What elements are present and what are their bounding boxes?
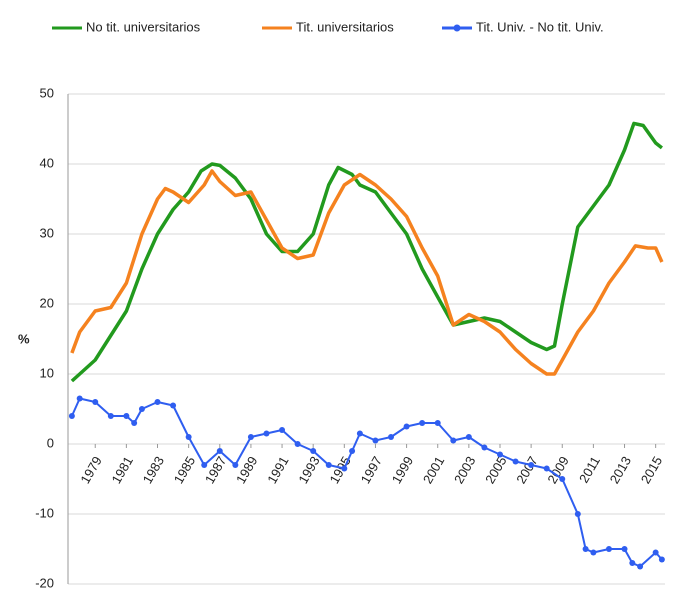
y-axis-label: % [18,331,30,346]
series-marker [107,413,114,419]
x-tick-label: 1997 [358,454,385,487]
series-marker [403,423,410,430]
series-line [70,121,663,383]
y-tick-label: 30 [40,225,54,240]
series-marker [138,406,145,412]
series-marker [629,560,636,566]
legend-label: No tit. universitarios [86,19,201,34]
y-tick-label: -20 [35,575,54,590]
series-marker [419,420,426,426]
series-marker [232,462,239,468]
series-marker [559,476,566,482]
series-marker [356,430,363,437]
series-marker [481,444,488,451]
series-marker [590,549,597,556]
y-tick-label: -10 [35,505,54,520]
series-marker [263,430,270,437]
series-marker [341,465,348,472]
series-marker [621,546,628,552]
x-tick-label: 2001 [420,454,447,487]
y-tick-label: 40 [40,155,54,170]
series-marker [658,556,665,563]
y-tick-label: 20 [40,295,54,310]
x-tick-label: 2003 [451,454,478,487]
x-tick-label: 2005 [482,454,509,487]
legend-label: Tit. Univ. - No tit. Univ. [476,19,604,34]
x-tick-label: 1993 [295,454,322,487]
series-marker [68,413,75,419]
series-marker [279,427,286,433]
series-marker [185,434,192,440]
series-line [70,169,664,376]
series-marker [465,434,472,440]
series-marker [637,563,644,570]
legend-marker [453,24,461,32]
series-marker [170,402,177,409]
series-marker [512,458,519,465]
series-marker [434,420,441,426]
series-marker [450,437,457,444]
x-tick-label: 1985 [171,454,198,487]
series-marker [496,451,503,458]
x-tick-label: 1991 [264,454,291,487]
x-tick-label: 2015 [638,454,665,487]
series-marker [216,448,223,454]
x-tick-label: 1989 [233,454,260,487]
series-marker [543,465,550,472]
series-marker [310,448,317,454]
x-tick-label: 2013 [607,454,634,487]
x-tick-label: 1987 [202,454,229,487]
legend-label: Tit. universitarios [296,19,394,34]
y-tick-label: 50 [40,85,54,100]
series-marker [349,448,356,454]
series-marker [154,399,161,405]
x-tick-label: 1999 [389,454,416,487]
series-marker [582,546,589,552]
series-marker [652,549,659,556]
series-marker [372,437,379,444]
y-tick-label: 0 [47,435,54,450]
y-tick-label: 10 [40,365,54,380]
x-tick-label: 2007 [513,454,540,487]
series-marker [325,462,332,468]
series-marker [92,399,99,405]
series-marker [76,395,83,402]
x-tick-label: 1979 [77,454,104,487]
series-marker [201,462,208,468]
series-marker [388,434,395,440]
series-marker [131,420,138,426]
x-tick-label: 1983 [140,454,167,487]
series-marker [574,511,581,517]
series-marker [528,462,535,468]
series-marker [294,441,301,447]
x-tick-label: 1981 [109,454,136,487]
series-marker [605,546,612,552]
series-marker [247,434,254,440]
series-marker [123,413,130,419]
x-tick-label: 2011 [576,454,603,486]
